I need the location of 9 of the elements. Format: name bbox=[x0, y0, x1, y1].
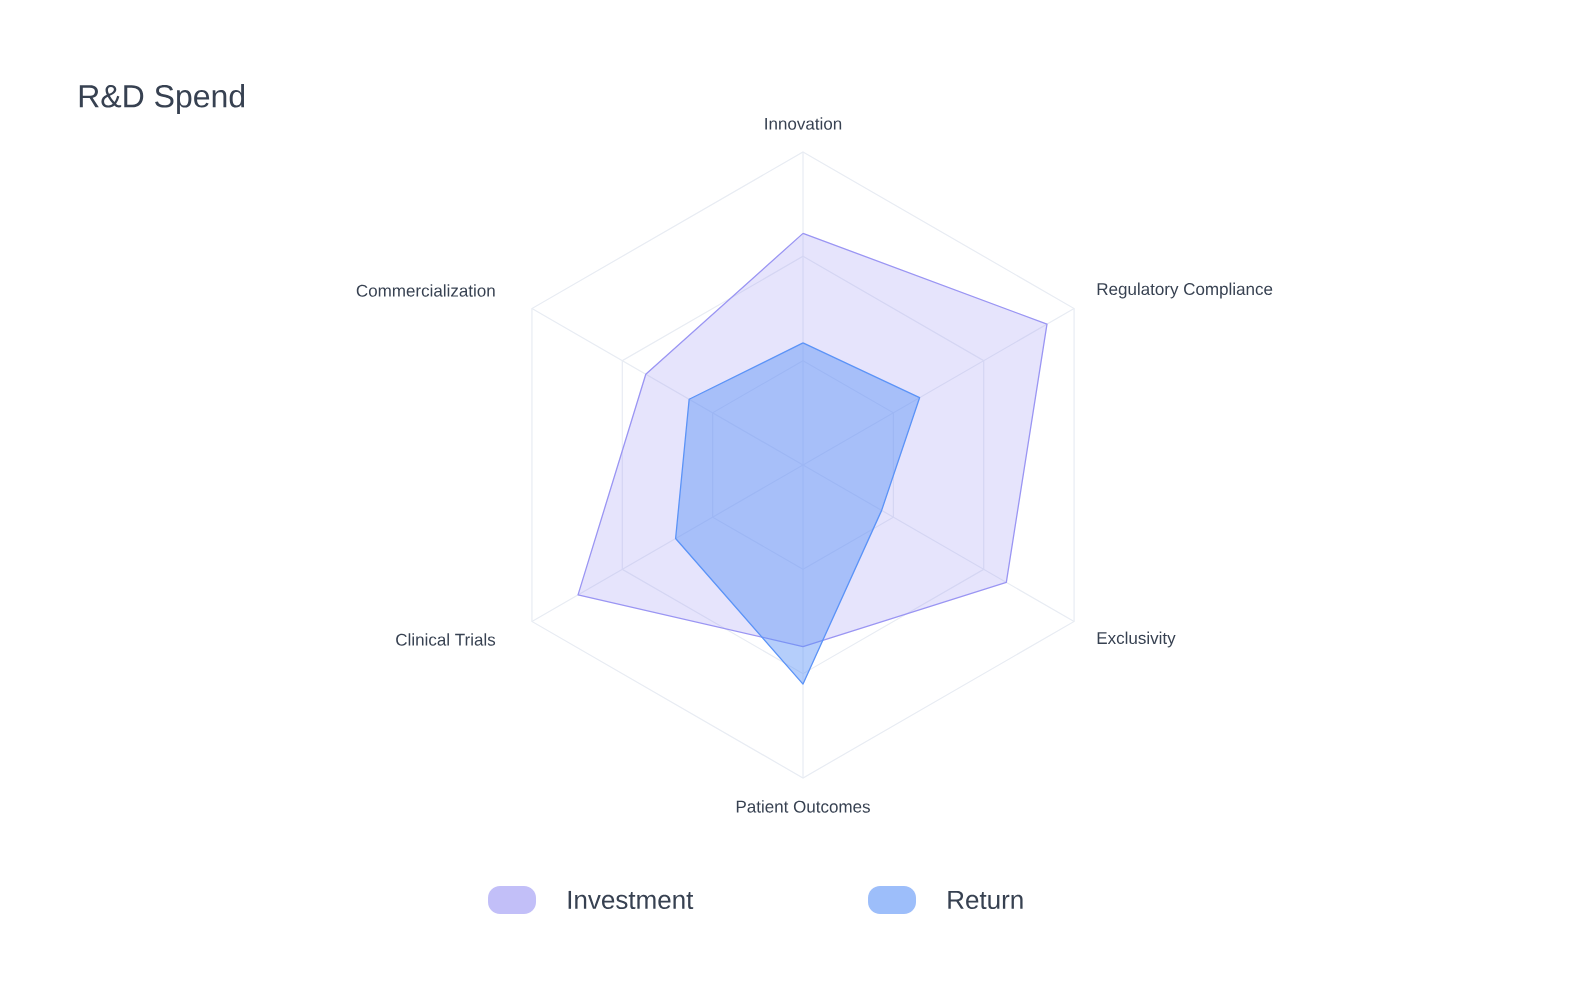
chart-title: R&D Spend bbox=[79, 84, 245, 114]
spoke-label: Exclusivity bbox=[1097, 631, 1176, 648]
spoke-label: Regulatory Compliance bbox=[1097, 282, 1273, 299]
spoke-label: Innovation bbox=[765, 117, 842, 130]
spoke-label: Commercialization bbox=[356, 284, 495, 297]
spoke-label: Patient Outcomes bbox=[736, 800, 870, 813]
legend-label: Return bbox=[948, 890, 1023, 910]
spoke-label: Clinical Trials bbox=[396, 633, 496, 646]
legend-label: Investment bbox=[568, 890, 694, 910]
